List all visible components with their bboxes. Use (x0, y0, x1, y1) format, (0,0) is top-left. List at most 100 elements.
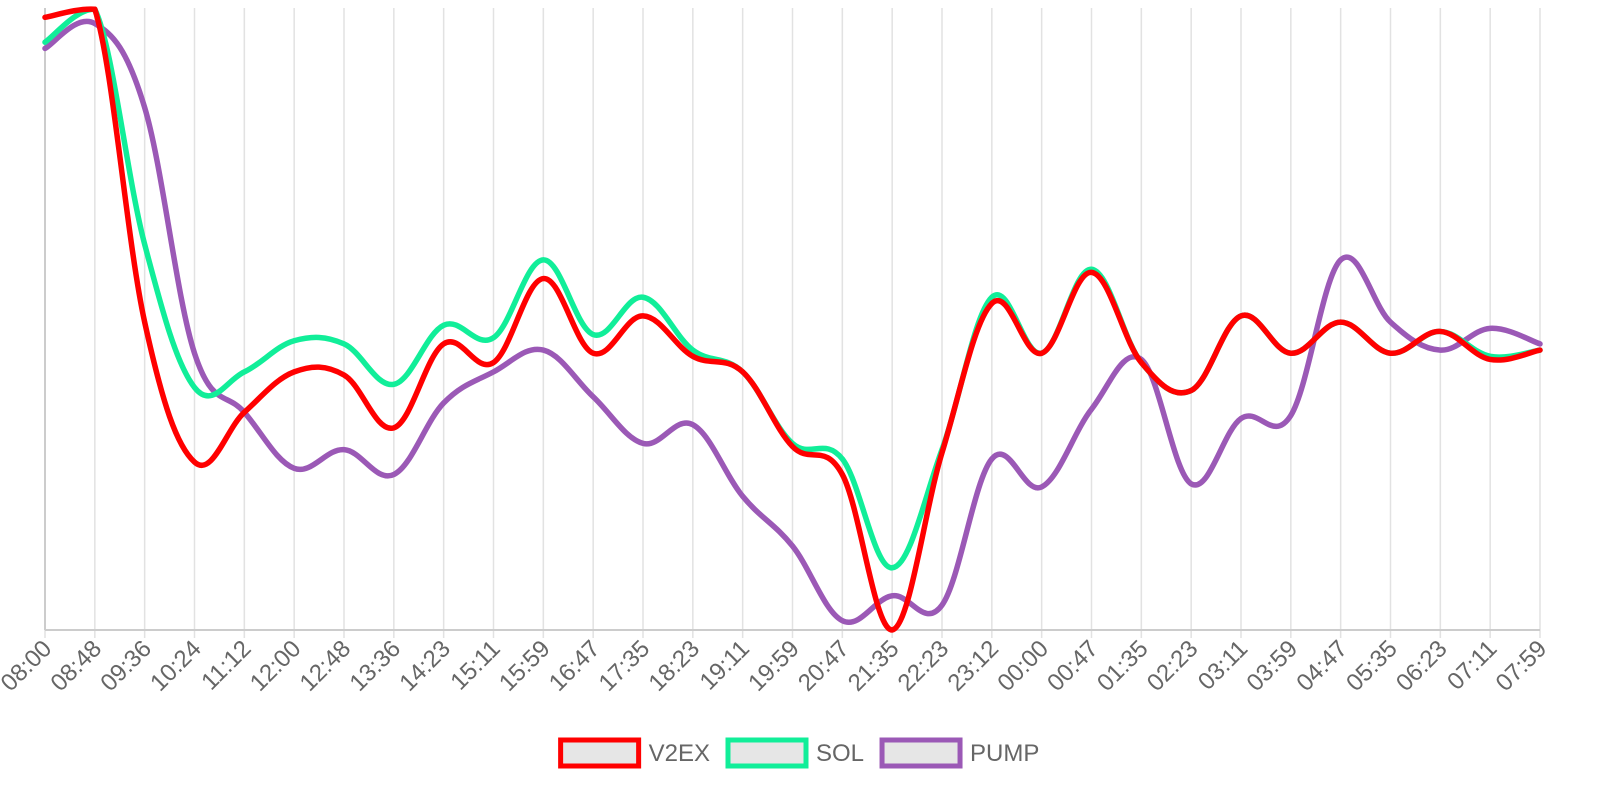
grid-lines (44, 8, 1541, 638)
point-pump (291, 465, 297, 471)
point-v2ex (1238, 313, 1244, 319)
line-pump (42, 18, 1543, 625)
point-pump (690, 422, 696, 428)
point-v2ex (690, 353, 696, 359)
point-pump (740, 493, 746, 499)
x-tick-label: 19:11 (695, 635, 755, 695)
point-v2ex (391, 425, 397, 431)
legend-label-sol: SOL (816, 740, 864, 767)
x-tick-label: 01:35 (1092, 635, 1154, 697)
x-tick-label: 16:47 (544, 635, 606, 697)
point-v2ex (341, 372, 347, 378)
point-sol (441, 322, 447, 328)
point-v2ex (241, 409, 247, 415)
point-v2ex (1338, 319, 1344, 325)
x-tick-labels: 08:0008:4809:3610:2411:1212:0012:4813:36… (0, 635, 1552, 697)
point-v2ex (1437, 328, 1443, 334)
point-v2ex (192, 459, 197, 465)
x-tick-label: 15:11 (445, 635, 505, 695)
point-pump (1089, 406, 1094, 412)
point-pump (441, 400, 447, 406)
point-v2ex (1138, 360, 1144, 366)
point-pump (540, 347, 546, 353)
legend-item-v2ex[interactable]: V2EX (558, 737, 710, 769)
point-v2ex (939, 450, 945, 456)
x-tick-label: 23:12 (943, 635, 1005, 697)
point-v2ex (1288, 350, 1294, 356)
point-v2ex (92, 6, 98, 12)
point-v2ex (1089, 269, 1094, 275)
point-v2ex (491, 360, 496, 366)
x-tick-label: 15:59 (494, 635, 556, 697)
point-sol (540, 257, 546, 263)
x-tick-label: 08:00 (0, 635, 57, 697)
point-pump (640, 440, 646, 446)
series-pump (42, 18, 1543, 625)
x-tick-label: 07:59 (1491, 635, 1553, 697)
legend-item-sol[interactable]: SOL (725, 737, 864, 769)
point-sol (839, 456, 845, 462)
x-tick-label: 20:47 (793, 635, 855, 697)
point-v2ex (889, 627, 895, 633)
point-v2ex (1039, 350, 1045, 356)
point-v2ex (540, 276, 546, 282)
legend-item-pump[interactable]: PUMP (879, 737, 1039, 769)
point-v2ex (1487, 356, 1493, 362)
point-sol (291, 338, 297, 344)
point-pump (1238, 416, 1244, 422)
point-pump (1388, 319, 1393, 325)
point-v2ex (1188, 388, 1194, 394)
point-pump (989, 456, 995, 462)
point-sol (690, 347, 696, 353)
point-pump (1537, 341, 1543, 347)
x-tick-label: 04:47 (1291, 635, 1353, 697)
x-tick-label: 12:48 (295, 635, 357, 697)
point-sol (241, 369, 247, 375)
point-pump (142, 105, 148, 111)
point-v2ex (142, 319, 148, 325)
x-tick-label: 09:36 (95, 635, 157, 697)
point-sol (341, 341, 347, 347)
point-pump (590, 394, 596, 400)
point-v2ex (1388, 350, 1393, 356)
point-v2ex (740, 369, 746, 375)
point-pump (42, 45, 48, 51)
point-pump (1288, 412, 1294, 418)
point-sol (42, 39, 48, 45)
x-tick-label: 12:00 (245, 635, 307, 697)
x-tick-label: 22:23 (893, 635, 955, 697)
point-v2ex (839, 472, 845, 477)
point-v2ex (42, 14, 48, 20)
legend-swatch-sol (725, 737, 809, 769)
x-tick-label: 03:59 (1242, 635, 1304, 697)
x-tick-label: 05:35 (1341, 635, 1403, 697)
legend-label-pump: PUMP (970, 740, 1039, 767)
point-pump (1039, 484, 1045, 490)
x-tick-label: 10:24 (145, 635, 207, 697)
point-v2ex (291, 369, 297, 375)
point-v2ex (989, 300, 995, 306)
x-tick-label: 11:12 (196, 635, 256, 695)
point-pump (939, 602, 945, 608)
legend[interactable]: V2EX SOL PUMP (558, 737, 1040, 769)
x-tick-label: 06:23 (1391, 635, 1453, 697)
point-pump (491, 369, 496, 375)
point-pump (192, 350, 197, 356)
x-tick-label: 07:11 (1442, 635, 1502, 695)
x-tick-label: 14:23 (394, 635, 456, 697)
x-tick-label: 00:00 (992, 635, 1054, 697)
x-tick-label: 18:23 (644, 635, 706, 697)
point-sol (192, 384, 197, 390)
x-tick-label: 03:11 (1193, 635, 1253, 695)
point-pump (1338, 257, 1344, 263)
point-sol (142, 241, 148, 247)
point-sol (989, 294, 995, 300)
point-pump (1487, 325, 1493, 331)
legend-label-v2ex: V2EX (649, 740, 710, 767)
point-sol (491, 335, 496, 341)
point-pump (1188, 481, 1194, 487)
point-pump (790, 543, 795, 549)
point-v2ex (590, 350, 596, 356)
x-tick-label: 00:47 (1042, 635, 1104, 697)
